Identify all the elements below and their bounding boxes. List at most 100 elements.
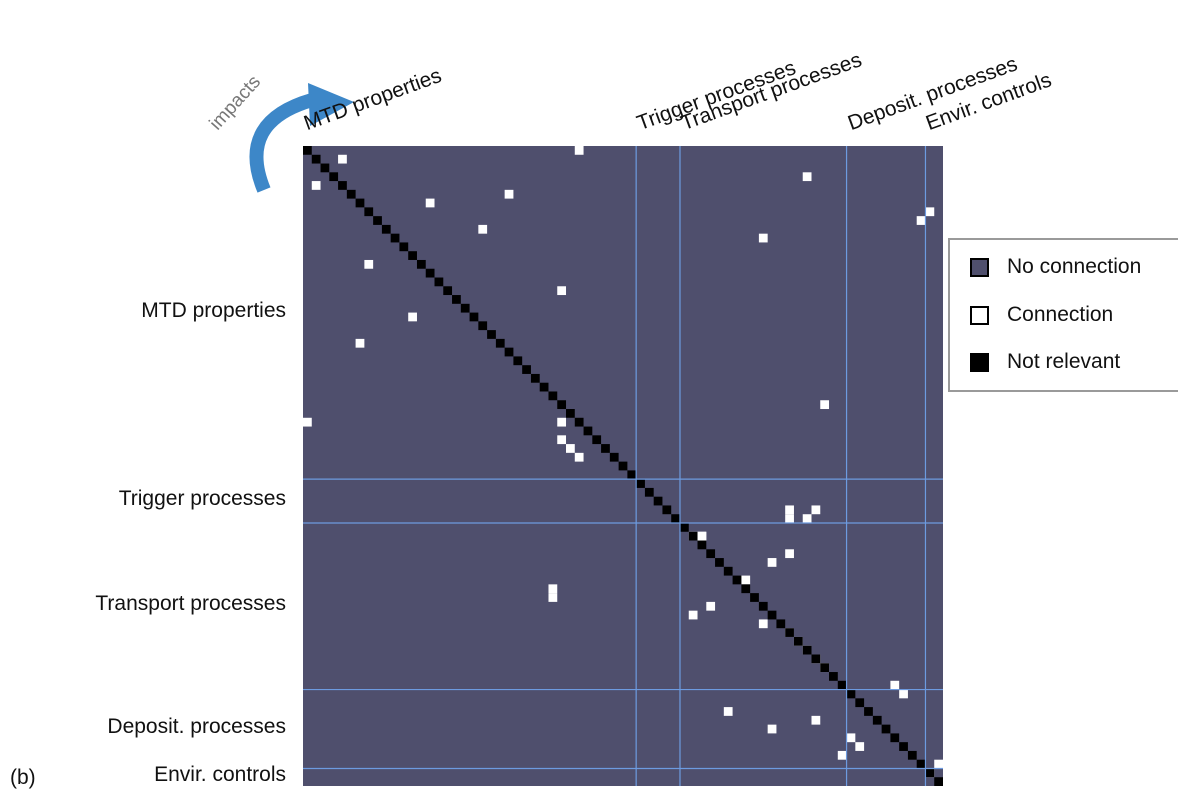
connection-cell: [478, 224, 488, 234]
diagonal-cell: [636, 479, 645, 488]
diagonal-cell: [750, 593, 759, 602]
connection-cell: [767, 558, 777, 567]
row-label-envir-controls: Envir. controls: [154, 763, 286, 787]
diagonal-cell: [793, 636, 803, 646]
diagonal-cell: [679, 522, 689, 532]
diagonal-cell: [864, 707, 873, 716]
connection-cell: [741, 575, 751, 585]
connection-cell: [557, 286, 567, 296]
connection-cell: [566, 444, 575, 453]
connection-cell: [425, 198, 435, 208]
diagonal-cell: [688, 531, 698, 541]
diagonal-cell: [644, 487, 654, 497]
diagonal-cell: [425, 268, 435, 278]
diagonal-cell: [574, 417, 584, 427]
diagonal-cell: [890, 733, 900, 743]
diagonal-cell: [925, 768, 935, 778]
connection-cell: [934, 759, 943, 769]
diagonal-cell: [320, 163, 330, 173]
diagonal-cell: [855, 698, 865, 708]
diagonal-cell: [346, 189, 356, 199]
diagonal-cell: [495, 338, 505, 348]
diagonal-cell: [452, 295, 461, 304]
diagonal-cell: [460, 303, 470, 313]
panel-tag: (b): [10, 766, 36, 789]
connection-cell: [557, 417, 567, 427]
diagonal-cell: [583, 426, 593, 436]
diagonal-cell: [539, 382, 549, 392]
row-label-trigger-processes: Trigger processes: [118, 487, 286, 511]
diagonal-cell: [381, 224, 391, 234]
legend-swatch-not-relevant: [970, 352, 989, 372]
diagonal-cell: [899, 742, 908, 751]
row-label-transport-processes: Transport processes: [95, 592, 286, 616]
diagonal-cell: [434, 277, 444, 287]
legend-label-no-connection: No connection: [1007, 255, 1142, 278]
diagonal-cell: [732, 575, 742, 585]
diagonal-cell: [557, 400, 567, 410]
row-label-deposit-processes: Deposit. processes: [107, 715, 286, 738]
connection-cell: [785, 549, 794, 559]
connection-cell: [855, 742, 865, 751]
diagonal-cell: [478, 321, 488, 331]
diagonal-cell: [627, 470, 637, 480]
legend-swatch-no-connection: [970, 257, 989, 277]
diagonal-cell: [592, 435, 602, 445]
connection-cell: [574, 452, 584, 462]
diagonal-cell: [653, 496, 663, 506]
diagonal-cell: [513, 356, 523, 366]
diagonal-cell: [522, 365, 531, 374]
connection-cell: [311, 181, 321, 190]
diagonal-cell: [767, 610, 777, 620]
diagonal-cell: [399, 242, 409, 252]
diagonal-cell: [934, 777, 943, 786]
connection-cell: [785, 505, 794, 515]
diagonal-cell: [829, 672, 838, 681]
diagonal-cell: [364, 207, 374, 217]
connection-cell: [802, 514, 812, 523]
diagonal-cell: [548, 391, 558, 401]
connection-cell: [785, 514, 794, 523]
connection-cell: [811, 715, 821, 725]
legend-item-not-relevant: Not relevant: [970, 347, 1120, 377]
connection-cell: [303, 417, 312, 427]
diagonal-cell: [311, 154, 321, 164]
connection-cell: [723, 707, 733, 716]
connection-cell: [767, 724, 777, 734]
diagonal-cell: [662, 505, 672, 515]
connection-cell: [557, 435, 567, 445]
diagonal-cell: [758, 601, 768, 611]
connection-cell: [706, 601, 716, 611]
legend-item-no-connection: No connection: [970, 252, 1141, 282]
diagonal-cell: [820, 663, 830, 673]
connection-cell: [408, 312, 417, 322]
diagonal-cell: [338, 181, 347, 190]
diagonal-cell: [609, 452, 619, 462]
diagonal-cell: [715, 558, 724, 567]
diagonal-cell: [329, 172, 339, 182]
diagonal-cell: [872, 715, 882, 725]
connection-cell: [811, 505, 821, 515]
diagonal-cell: [504, 347, 514, 357]
diagonal-cell: [390, 233, 400, 243]
connection-cell: [697, 531, 707, 541]
diagonal-cell: [618, 461, 628, 471]
diagonal-cell: [907, 750, 917, 760]
legend-item-connection: Connection: [970, 300, 1113, 330]
connection-cell: [890, 680, 900, 690]
diagonal-cell: [443, 286, 453, 296]
diagonal-cell: [881, 724, 891, 734]
diagonal-cell: [303, 146, 312, 155]
diagonal-cell: [671, 514, 680, 523]
connection-cell: [504, 189, 514, 199]
diagonal-cell: [566, 409, 575, 418]
legend-swatch-connection: [970, 305, 989, 325]
connection-cell: [802, 172, 812, 182]
legend: No connection Connection Not relevant: [948, 238, 1178, 392]
diagonal-cell: [802, 645, 812, 655]
connection-cell: [688, 610, 698, 620]
diagonal-cell: [846, 689, 856, 699]
connection-cell: [355, 338, 365, 348]
